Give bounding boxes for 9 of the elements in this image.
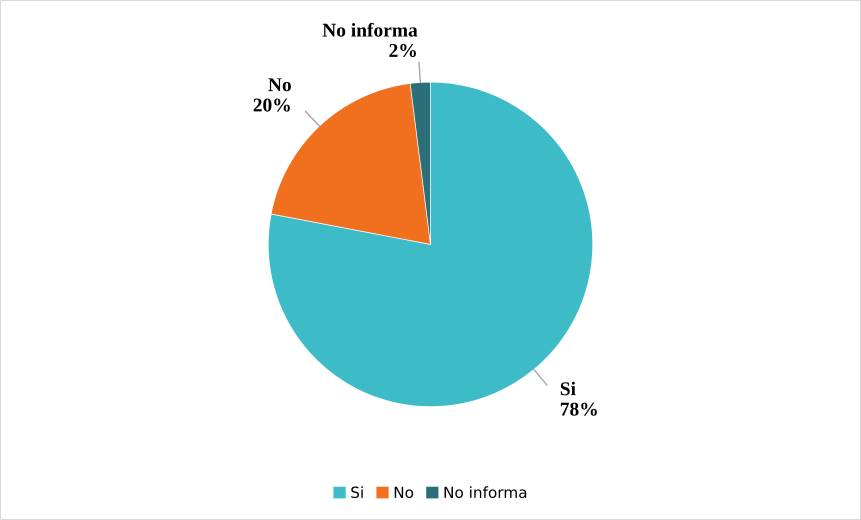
slice-label: Si — [560, 382, 576, 396]
legend-label: No informa — [444, 486, 526, 498]
legend-label: Si — [351, 486, 363, 498]
slice-label: No informa — [322, 22, 418, 37]
legend-label: No — [394, 486, 414, 498]
data-label: 78% — [560, 402, 597, 416]
slice-label: No — [268, 78, 291, 92]
data-label: 20% — [254, 98, 290, 112]
data-label: 2% — [389, 44, 416, 58]
